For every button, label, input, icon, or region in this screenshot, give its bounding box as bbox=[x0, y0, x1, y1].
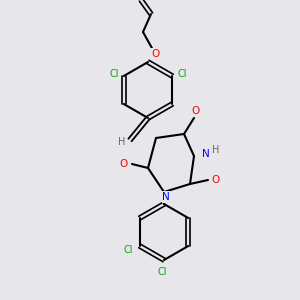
Text: H: H bbox=[118, 137, 126, 147]
Text: H: H bbox=[212, 145, 220, 155]
Text: N: N bbox=[162, 192, 170, 202]
Text: Cl: Cl bbox=[109, 69, 118, 79]
Text: Cl: Cl bbox=[157, 267, 167, 277]
Text: O: O bbox=[152, 49, 160, 59]
Text: O: O bbox=[120, 159, 128, 169]
Text: N: N bbox=[202, 149, 210, 159]
Text: Cl: Cl bbox=[178, 69, 187, 79]
Text: O: O bbox=[212, 175, 220, 185]
Text: O: O bbox=[192, 106, 200, 116]
Text: Cl: Cl bbox=[123, 245, 133, 255]
